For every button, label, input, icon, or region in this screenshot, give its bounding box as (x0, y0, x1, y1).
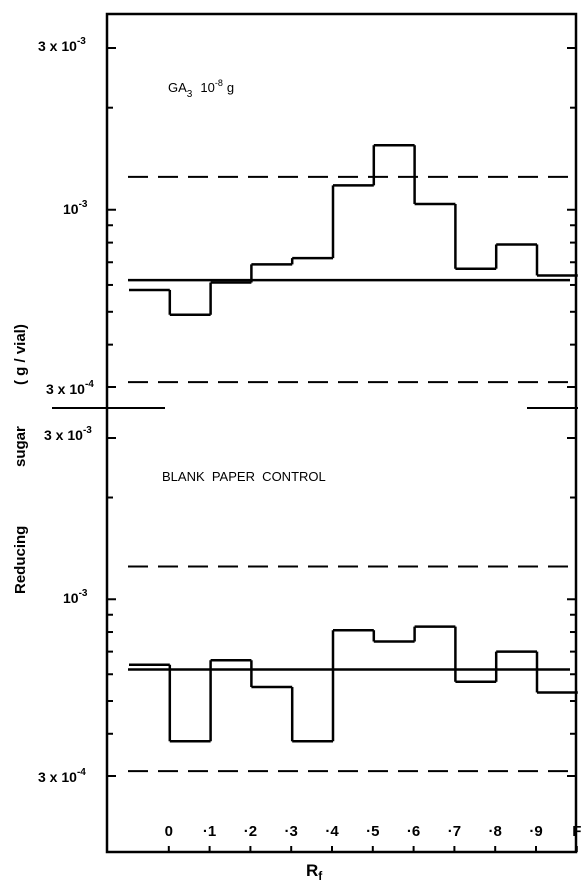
y-tick-label-top-1e-3: 10-3 (63, 199, 88, 217)
step-series-layer (129, 143, 578, 743)
y-tick-label-bottom-1e-3: 10-3 (63, 588, 88, 606)
x-tick-label: ·7 (448, 823, 461, 840)
x-tick-label: ·2 (244, 823, 257, 840)
ticks-layer (107, 47, 578, 852)
x-tick-label: 0 (165, 823, 173, 840)
y-tick-label-top-3e-3: 3 x 10-3 (38, 36, 86, 54)
x-tick-label: ·6 (407, 823, 420, 840)
x-tick-label: ·8 (489, 823, 502, 840)
x-tick-label: ·9 (529, 823, 542, 840)
panel-title-blank-control: BLANK PAPER CONTROL (162, 469, 326, 484)
plot-frame (105, 12, 578, 854)
x-tick-label: ·3 (285, 823, 298, 840)
y-axis-label-unit: ( g / vial) (12, 324, 29, 385)
x-tick-label: ·5 (366, 823, 379, 840)
y-tick-label-top-3e-4: 3 x 10-4 (46, 379, 94, 397)
annotation-ga3: GA3 10-8 g (168, 78, 234, 100)
x-axis-label: Rf (306, 861, 323, 882)
y-axis-label-reducing: Reducing (12, 526, 29, 594)
y-tick-label-bottom-3e-3: 3 x 10-3 (44, 425, 92, 443)
x-tick-label: ·1 (203, 823, 216, 840)
y-axis-label-sugar: sugar (12, 426, 29, 467)
x-tick-labels: 0 ·1 ·2 ·3 ·4 ·5 ·6 ·7 ·8 ·9 F (165, 823, 581, 840)
y-tick-label-bottom-3e-4: 3 x 10-4 (38, 767, 86, 785)
reference-lines-layer (128, 175, 570, 773)
x-tick-label: ·4 (325, 823, 339, 840)
x-tick-label: F (572, 823, 581, 840)
